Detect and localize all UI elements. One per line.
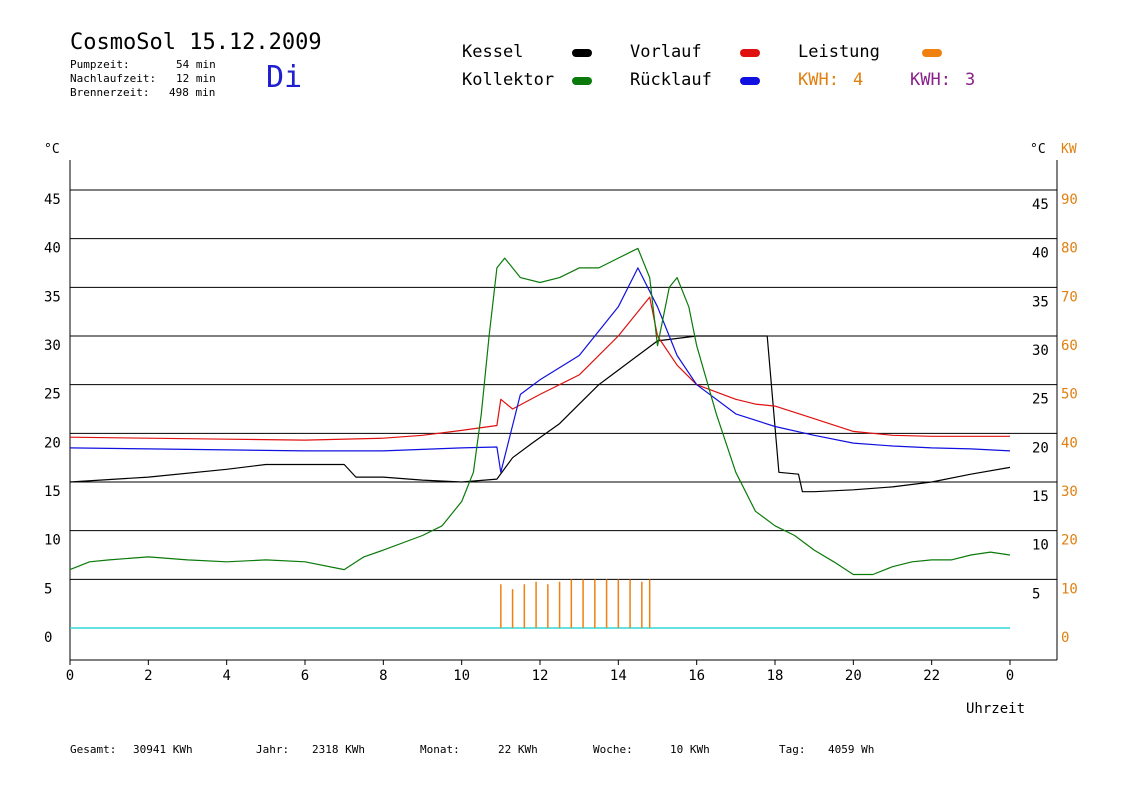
y-right-tick-label: 20 (1032, 440, 1049, 456)
footer-value-monat: 22 KWh (498, 743, 538, 756)
x-axis-label: Uhrzeit (966, 701, 1026, 717)
stat-label-nachlaufzeit: Nachlaufzeit: (70, 72, 157, 85)
weekday-label: Di (266, 60, 303, 95)
legend-label-kollektor: Kollektor (462, 70, 555, 90)
x-tick-label: 0 (1006, 668, 1014, 684)
legend-swatch-kessel (572, 49, 592, 57)
y-tick-label: 30 (44, 338, 61, 354)
y-right-tick-label: 25 (1032, 392, 1049, 408)
x-tick-label: 14 (610, 668, 627, 684)
footer-value-tag: 4059 Wh (828, 743, 875, 756)
kw-tick-label: 50 (1061, 387, 1078, 403)
kw-tick-label: 10 (1061, 581, 1078, 597)
kw-tick-label: 80 (1061, 241, 1078, 257)
footer-label-tag: Tag: (779, 743, 806, 756)
stat-value-nachlaufzeit: 12 min (176, 72, 216, 85)
kw-tick-label: 30 (1061, 484, 1078, 500)
kw-tick-label: 90 (1061, 192, 1078, 208)
footer-value-woche: 10 KWh (670, 743, 710, 756)
y-right-tick-label: 15 (1032, 489, 1049, 505)
y-right-tick-label: 10 (1032, 538, 1049, 554)
footer-label-woche: Woche: (593, 743, 633, 756)
y-tick-label: 40 (44, 241, 61, 257)
stat-label-brennerzeit: Brennerzeit: (70, 86, 150, 99)
legend-swatch-leistung (922, 49, 942, 57)
x-tick-label: 6 (301, 668, 309, 684)
y-tick-label: 45 (44, 192, 61, 208)
series-line-rcklauf (69, 267, 1011, 473)
kw-tick-label: 0 (1061, 630, 1069, 646)
y-tick-label: 0 (44, 630, 52, 646)
left-axis-unit: °C (44, 142, 60, 157)
kwh-value-2: 3 (965, 70, 976, 90)
series-line-kollektor (69, 247, 1011, 576)
y-tick-label: 15 (44, 484, 61, 500)
kw-tick-label: 40 (1061, 435, 1078, 451)
kw-tick-label: 70 (1061, 289, 1078, 305)
kw-tick-label: 60 (1061, 338, 1078, 354)
kw-axis-unit: KW (1061, 142, 1077, 157)
footer-value-jahr: 2318 KWh (312, 743, 365, 756)
legend-label-leistung: Leistung (798, 42, 880, 62)
kw-tick-label: 20 (1061, 533, 1078, 549)
right-axis-unit: °C (1030, 142, 1046, 157)
footer-value-gesamt: 30941 KWh (133, 743, 193, 756)
x-tick-label: 8 (379, 668, 387, 684)
x-tick-label: 4 (222, 668, 230, 684)
x-tick-label: 20 (845, 668, 862, 684)
legend-label-vorlauf: Vorlauf (630, 42, 702, 62)
y-right-tick-label: 45 (1032, 197, 1049, 213)
legend-label-kessel: Kessel (462, 42, 524, 62)
stat-value-pumpzeit: 54 min (176, 58, 216, 71)
x-tick-label: 2 (144, 668, 152, 684)
y-tick-label: 35 (44, 289, 61, 305)
legend-swatch-vorlauf (740, 49, 760, 57)
y-tick-label: 25 (44, 387, 61, 403)
footer-label-monat: Monat: (420, 743, 460, 756)
footer-label-jahr: Jahr: (256, 743, 290, 756)
series-line-kessel (69, 335, 1011, 493)
y-right-tick-label: 40 (1032, 246, 1049, 262)
series-line-leistung (500, 579, 651, 628)
y-right-tick-label: 5 (1032, 586, 1040, 602)
x-tick-label: 0 (66, 668, 74, 684)
kwh-label-2: KWH: (910, 70, 951, 90)
kwh-value-1: 4 (853, 70, 864, 90)
x-tick-label: 18 (767, 668, 784, 684)
x-tick-label: 10 (453, 668, 470, 684)
legend-swatch-kollektor (572, 77, 592, 85)
y-tick-label: 10 (44, 533, 61, 549)
y-tick-label: 20 (44, 435, 61, 451)
x-tick-label: 16 (688, 668, 705, 684)
legend-label-ruecklauf: Rücklauf (630, 70, 712, 90)
legend-swatch-ruecklauf (740, 77, 760, 85)
footer-label-gesamt: Gesamt: (70, 743, 117, 756)
stat-label-pumpzeit: Pumpzeit: (70, 58, 130, 71)
x-tick-label: 22 (923, 668, 940, 684)
y-tick-label: 5 (44, 581, 52, 597)
stat-value-brennerzeit: 498 min (169, 86, 216, 99)
x-tick-label: 12 (532, 668, 549, 684)
kwh-label-1: KWH: (798, 70, 839, 90)
y-right-tick-label: 35 (1032, 294, 1049, 310)
series-line-vorlauf (69, 296, 1010, 441)
chart-title: CosmoSol 15.12.2009 (70, 30, 322, 55)
y-right-tick-label: 30 (1032, 343, 1049, 359)
